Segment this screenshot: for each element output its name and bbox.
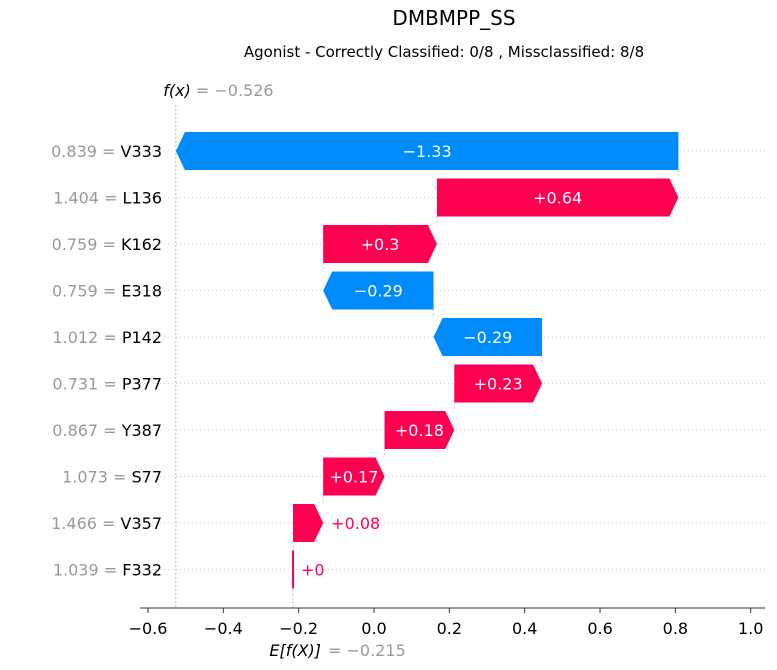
bar-s77 — [323, 457, 385, 496]
feature-name: K162 — [121, 235, 162, 254]
x-tick-label: 0.0 — [361, 619, 386, 638]
feature-name: L136 — [123, 189, 162, 208]
feature-value: 1.466 = — [51, 514, 120, 533]
bar-p377 — [454, 364, 543, 403]
bar-v357 — [293, 504, 324, 542]
bar-value-label: −0.29 — [354, 282, 403, 301]
bar-value-label: +0.23 — [474, 375, 523, 394]
feature-name: P142 — [122, 328, 162, 347]
bar-value-label: +0 — [301, 561, 325, 580]
fx-annotation-label: f(x) — [163, 81, 191, 100]
bar-value-label: +0.3 — [361, 235, 400, 254]
feature-value: 1.073 = — [62, 468, 131, 487]
bar-value-label: −0.29 — [463, 328, 512, 347]
fx-annotation-value: = −0.526 — [196, 81, 274, 100]
feature-name: Y387 — [121, 421, 162, 440]
y-tick-label-f332: 1.039 = F332 — [53, 561, 162, 580]
y-tick-label-p142: 1.012 = P142 — [52, 328, 162, 347]
x-tick-label: −0.4 — [204, 619, 243, 638]
bar-value-label: +0.08 — [331, 514, 380, 533]
y-tick-label-y387: 0.867 = Y387 — [52, 421, 162, 440]
bar-y387 — [384, 411, 455, 449]
x-tick-label: −0.6 — [129, 619, 168, 638]
feature-name: S77 — [131, 468, 162, 487]
bar-v333 — [175, 132, 679, 170]
bar-value-label: −1.33 — [403, 142, 452, 161]
feature-value: 0.731 = — [52, 375, 121, 394]
x-tick-label: 1.0 — [738, 619, 763, 638]
y-tick-label-v357: 1.466 = V357 — [51, 514, 162, 533]
bar-value-label: +0.17 — [329, 468, 378, 487]
feature-value: 0.867 = — [52, 421, 121, 440]
x-tick-label: 0.6 — [587, 619, 612, 638]
bar-e318 — [323, 271, 434, 310]
feature-name: F332 — [122, 561, 162, 580]
chart-title: DMBMPP_SS — [392, 6, 515, 30]
feature-value: 0.839 = — [51, 142, 120, 161]
feature-value: 1.012 = — [52, 328, 121, 347]
bar-p142 — [433, 318, 543, 356]
chart-subtitle: Agonist - Correctly Classified: 0/8 , Mi… — [244, 43, 644, 61]
y-tick-label-v333: 0.839 = V333 — [51, 142, 162, 161]
y-tick-label-l136: 1.404 = L136 — [53, 189, 162, 208]
feature-value: 0.759 = — [52, 235, 121, 254]
feature-value: 0.759 = — [52, 282, 121, 301]
reference-lines — [175, 105, 679, 608]
bars-group: −1.33 +0.64 +0.3 −0.29 −0.29 +0.23 +0.18 +0.17 +… — [175, 132, 679, 589]
x-tick-label: 0.8 — [663, 619, 688, 638]
feature-value: 1.039 = — [53, 561, 122, 580]
y-tick-label-e318: 0.759 = E318 — [52, 282, 162, 301]
y-tick-label-s77: 1.073 = S77 — [62, 468, 162, 487]
x-tick-label: −0.2 — [279, 619, 318, 638]
y-tick-label-p377: 0.731 = P377 — [52, 375, 162, 394]
feature-name: V333 — [121, 142, 162, 161]
feature-name: P377 — [122, 375, 162, 394]
bar-k162 — [323, 225, 437, 263]
x-tick-label: 0.4 — [512, 619, 537, 638]
bar-value-label: +0.64 — [533, 189, 582, 208]
x-tick-label: 0.2 — [437, 619, 462, 638]
x-axis: −0.6 −0.4 −0.2 0.0 0.2 0.4 0.6 0.8 1.0 — [129, 607, 765, 638]
efx-annotation-value: = −0.215 — [328, 641, 406, 660]
feature-value: 1.404 = — [53, 189, 122, 208]
bar-value-label: +0.18 — [395, 421, 444, 440]
feature-name: V357 — [121, 514, 162, 533]
y-tick-label-k162: 0.759 = K162 — [52, 235, 162, 254]
efx-annotation-label: E[f(X)] — [269, 641, 321, 660]
bar-l136 — [436, 178, 679, 217]
feature-name: E318 — [121, 282, 162, 301]
